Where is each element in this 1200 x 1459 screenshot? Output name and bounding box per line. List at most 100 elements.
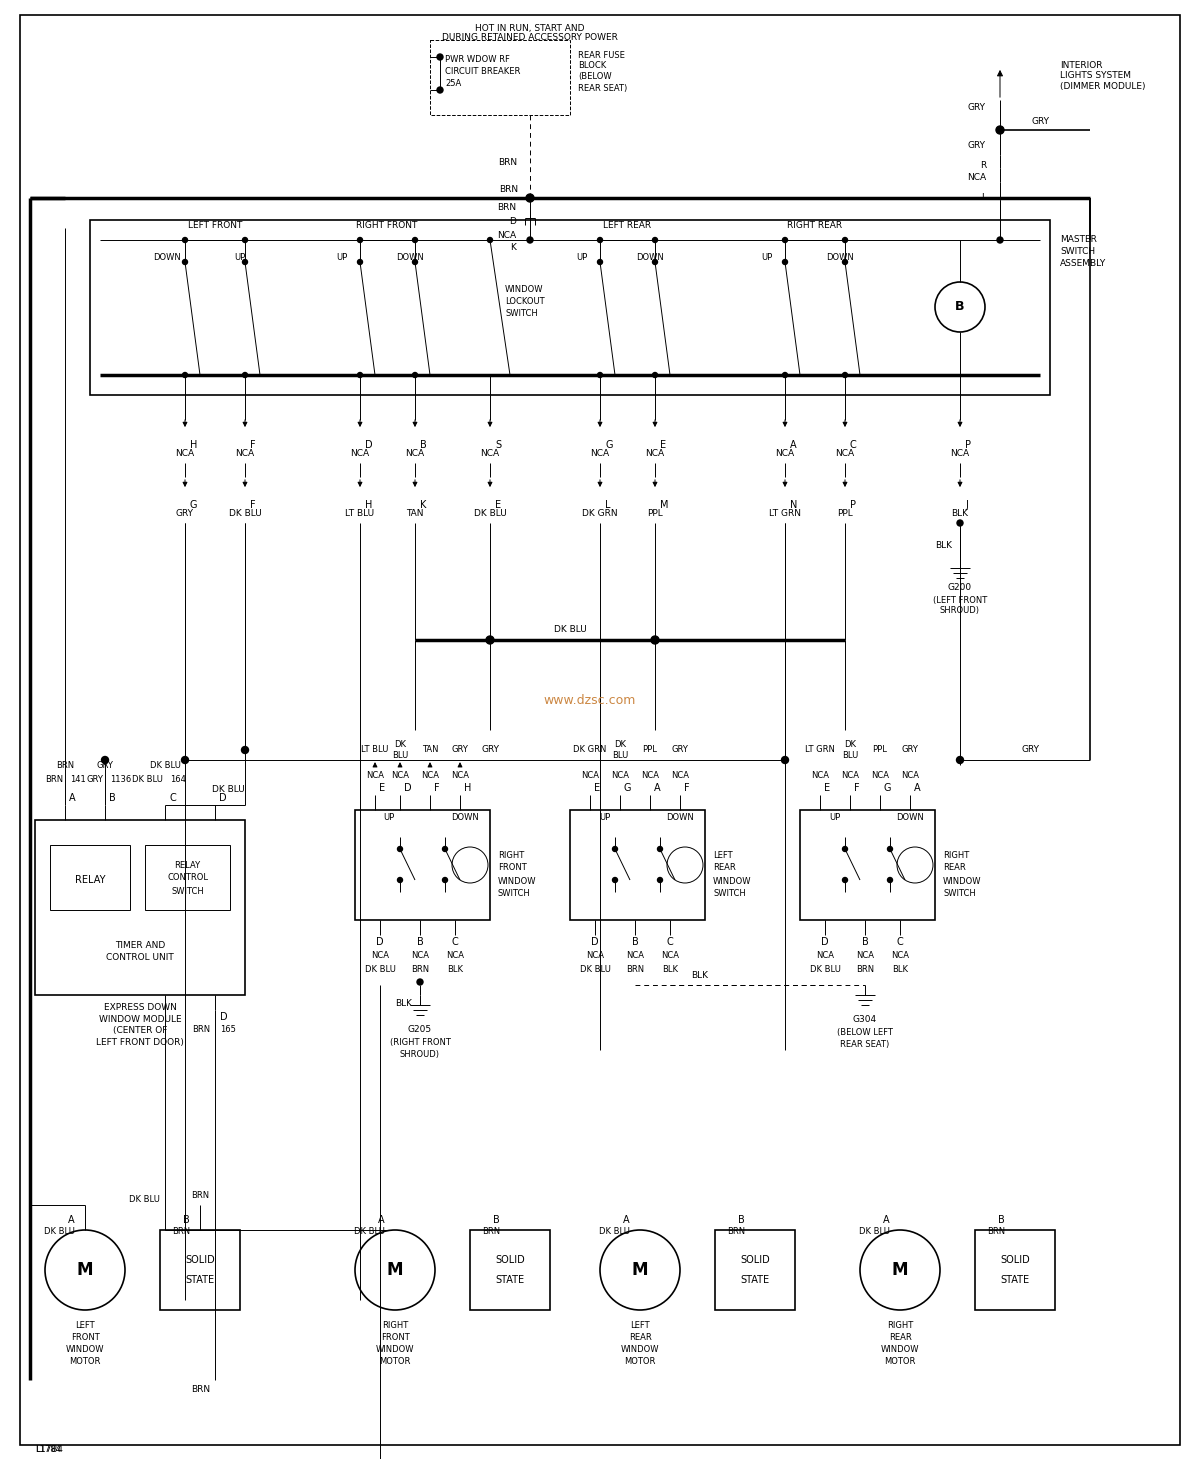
Text: CONTROL UNIT: CONTROL UNIT: [106, 954, 174, 963]
Circle shape: [782, 260, 787, 264]
Text: E: E: [824, 783, 830, 794]
Circle shape: [526, 194, 534, 201]
Text: NCA: NCA: [410, 950, 430, 960]
Text: BLK: BLK: [892, 966, 908, 975]
Circle shape: [997, 236, 1003, 244]
Text: GRY: GRY: [672, 746, 689, 754]
Text: H: H: [464, 783, 472, 794]
Text: BLK: BLK: [446, 966, 463, 975]
Text: BRN: BRN: [986, 1227, 1006, 1236]
Text: GRY: GRY: [1031, 118, 1049, 127]
Text: REAR SEAT): REAR SEAT): [578, 83, 628, 92]
Text: NCA: NCA: [950, 448, 970, 458]
Circle shape: [182, 238, 187, 242]
Text: LOCKOUT: LOCKOUT: [505, 298, 545, 306]
Text: DOWN: DOWN: [636, 254, 664, 263]
Circle shape: [842, 846, 847, 852]
Text: BRN: BRN: [192, 1026, 210, 1034]
Text: NCA: NCA: [446, 950, 464, 960]
Text: BLK: BLK: [395, 998, 412, 1008]
Text: WINDOW: WINDOW: [620, 1345, 659, 1354]
Text: BRN: BRN: [727, 1227, 745, 1236]
Text: G205: G205: [408, 1026, 432, 1034]
Text: NCA: NCA: [626, 950, 644, 960]
Text: A: A: [914, 783, 920, 794]
Text: LEFT FRONT DOOR): LEFT FRONT DOOR): [96, 1039, 184, 1048]
Text: NCA: NCA: [611, 770, 629, 779]
Circle shape: [842, 238, 847, 242]
Circle shape: [598, 238, 602, 242]
Text: B: B: [738, 1215, 745, 1226]
Text: WINDOW: WINDOW: [881, 1345, 919, 1354]
Bar: [35, 820, 245, 995]
Text: INTERIOR: INTERIOR: [1060, 60, 1103, 70]
Text: D: D: [509, 217, 516, 226]
Bar: [800, 810, 935, 921]
Text: D: D: [404, 783, 412, 794]
Bar: [50, 845, 130, 910]
Text: E: E: [496, 500, 502, 511]
Text: NCA: NCA: [371, 950, 389, 960]
Text: GRY: GRY: [968, 140, 986, 149]
Text: NCA: NCA: [480, 448, 499, 458]
Text: BLK: BLK: [935, 540, 952, 550]
Text: NCA: NCA: [497, 232, 516, 241]
Text: DK
BLU: DK BLU: [612, 740, 628, 760]
Text: DK BLU: DK BLU: [599, 1227, 630, 1236]
Text: REAR FUSE: REAR FUSE: [578, 51, 625, 60]
Text: UP: UP: [576, 254, 588, 263]
Text: A: A: [790, 441, 797, 449]
Text: B: B: [420, 441, 427, 449]
Text: LEFT REAR: LEFT REAR: [602, 222, 652, 231]
Text: BLOCK: BLOCK: [578, 61, 606, 70]
Circle shape: [782, 372, 787, 378]
Text: WINDOW MODULE: WINDOW MODULE: [98, 1014, 181, 1024]
Text: DK BLU: DK BLU: [44, 1227, 74, 1236]
Text: NCA: NCA: [641, 770, 659, 779]
Text: REAR: REAR: [713, 864, 736, 872]
Text: L1784: L1784: [35, 1446, 61, 1455]
Text: SWITCH: SWITCH: [505, 309, 538, 318]
Text: SWITCH: SWITCH: [943, 890, 976, 899]
Text: UP: UP: [761, 254, 773, 263]
Text: EXPRESS DOWN: EXPRESS DOWN: [103, 1002, 176, 1011]
Text: BRN: BRN: [44, 776, 64, 785]
Text: H: H: [190, 441, 197, 449]
Text: PPL: PPL: [838, 509, 853, 518]
Text: REAR: REAR: [889, 1332, 911, 1341]
Circle shape: [598, 260, 602, 264]
Text: RIGHT: RIGHT: [887, 1320, 913, 1329]
Text: GRY: GRY: [901, 746, 918, 754]
Text: D: D: [365, 441, 373, 449]
Text: C: C: [169, 794, 175, 802]
Circle shape: [996, 125, 1004, 134]
Text: NCA: NCA: [816, 950, 834, 960]
Circle shape: [443, 846, 448, 852]
Text: UP: UP: [829, 814, 840, 823]
Bar: [470, 1230, 550, 1310]
Text: BRN: BRN: [56, 760, 74, 769]
Text: D: D: [592, 937, 599, 947]
Bar: [430, 39, 570, 115]
Text: BLK: BLK: [662, 966, 678, 975]
Text: MOTOR: MOTOR: [624, 1357, 655, 1366]
Text: GRY: GRY: [968, 102, 986, 111]
Text: RIGHT FRONT: RIGHT FRONT: [356, 222, 418, 231]
Text: A: A: [378, 1215, 385, 1226]
Text: BLK: BLK: [691, 970, 708, 979]
Text: LEFT FRONT: LEFT FRONT: [188, 222, 242, 231]
Text: NCA: NCA: [175, 448, 194, 458]
Circle shape: [612, 877, 618, 883]
Text: D: D: [821, 937, 829, 947]
Text: A: A: [654, 783, 661, 794]
Text: DK BLU: DK BLU: [229, 509, 262, 518]
Text: DK BLU: DK BLU: [132, 776, 163, 785]
Circle shape: [781, 757, 788, 763]
Text: E: E: [660, 441, 666, 449]
Text: B: B: [998, 1215, 1006, 1226]
Text: SWITCH: SWITCH: [1060, 248, 1096, 257]
Text: RELAY: RELAY: [74, 875, 106, 886]
Circle shape: [413, 372, 418, 378]
Text: PPL: PPL: [642, 746, 658, 754]
Text: M: M: [892, 1261, 908, 1280]
